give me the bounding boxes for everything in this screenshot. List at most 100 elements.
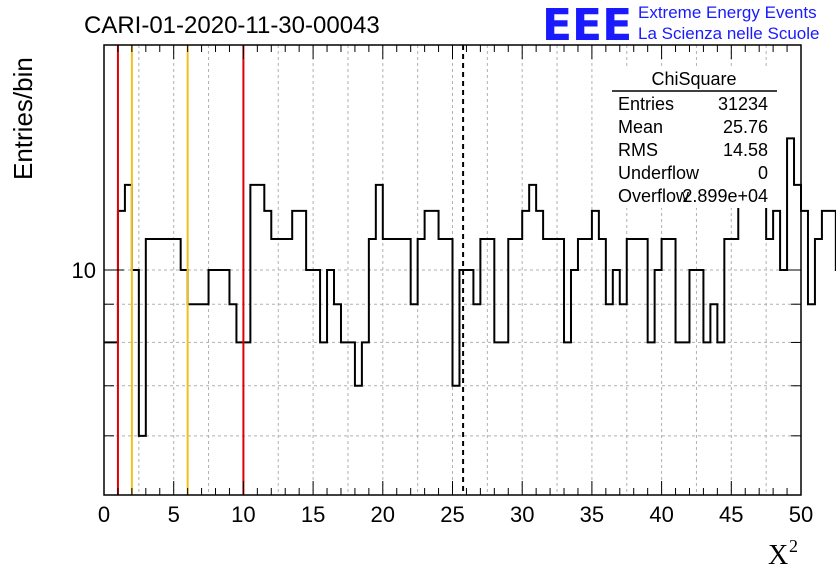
stats-value-mean: 25.76 xyxy=(723,117,768,137)
histogram-bin xyxy=(669,239,676,495)
stats-value-overflow: 2.899e+04 xyxy=(682,186,768,206)
reference-lines xyxy=(116,45,465,495)
histogram-bin xyxy=(480,239,487,495)
histogram-bin xyxy=(285,239,292,495)
histogram-bin xyxy=(550,239,557,495)
histogram-bin xyxy=(620,304,627,495)
histogram-bin xyxy=(592,211,599,495)
histogram-bin xyxy=(362,342,369,495)
stats-box-background xyxy=(610,66,778,208)
histogram-bin xyxy=(278,239,285,495)
histogram-bin xyxy=(118,211,125,495)
histogram-outline xyxy=(104,116,836,437)
histogram-bin xyxy=(627,239,634,495)
histogram-bin xyxy=(188,304,195,495)
stats-label-mean: Mean xyxy=(618,117,663,137)
y-axis-label: Entries/bin xyxy=(8,57,38,180)
x-axis-label-base: X xyxy=(768,540,788,571)
stats-label-overflow: Overflow xyxy=(618,186,690,206)
histogram-bin xyxy=(397,239,404,495)
histogram-bin xyxy=(250,185,257,495)
histogram-bin xyxy=(160,239,167,495)
stats-value-underflow: 0 xyxy=(758,163,768,183)
histogram-bin xyxy=(355,386,362,495)
histogram-bin xyxy=(648,342,655,495)
x-tick-label: 5 xyxy=(168,502,180,527)
histogram-bin xyxy=(564,342,571,495)
histogram-bin xyxy=(724,239,731,495)
histogram-bin xyxy=(334,304,341,495)
x-tick-label: 35 xyxy=(580,502,604,527)
histogram-bin xyxy=(662,239,669,495)
histogram-bin xyxy=(202,304,209,495)
histogram-bin xyxy=(717,342,724,495)
histogram-bin xyxy=(766,239,773,495)
histogram-bin xyxy=(494,342,501,495)
histogram-bin xyxy=(432,211,439,495)
histogram-bin xyxy=(292,211,299,495)
x-tick-label: 50 xyxy=(789,502,813,527)
stats-label-entries: Entries xyxy=(618,94,674,114)
histogram-bin xyxy=(411,304,418,495)
histogram-bin xyxy=(404,239,411,495)
histogram-bin xyxy=(167,239,174,495)
histogram-bin xyxy=(543,239,550,495)
x-axis-label: X 2 xyxy=(768,536,798,571)
histogram-bin xyxy=(822,211,829,495)
x-tick-label: 45 xyxy=(719,502,743,527)
histogram-bin xyxy=(243,342,250,495)
histogram-bin xyxy=(383,239,390,495)
stats-label-rms: RMS xyxy=(618,140,658,160)
histogram-bin xyxy=(236,342,243,495)
histogram-bin xyxy=(536,211,543,495)
brand-line-1: Extreme Energy Events xyxy=(638,3,817,22)
y-tick-label: 10 xyxy=(72,258,96,283)
histogram-bin xyxy=(446,239,453,495)
chart-title: CARI-01-2020-11-30-00043 xyxy=(84,12,380,39)
stats-title: ChiSquare xyxy=(651,69,736,89)
histogram-bin xyxy=(174,239,181,495)
histogram-bin xyxy=(773,211,780,495)
histogram-bin xyxy=(710,304,717,495)
histogram-bin xyxy=(634,239,641,495)
histogram-bin xyxy=(752,185,759,495)
x-axis-label-superscript: 2 xyxy=(789,536,798,556)
x-tick-label: 0 xyxy=(98,502,110,527)
histogram-bin xyxy=(487,239,494,495)
histogram-bin xyxy=(257,185,264,495)
histogram-bin xyxy=(815,239,822,495)
histogram-bin xyxy=(606,304,613,495)
histogram-bin xyxy=(264,211,271,495)
histogram-bin xyxy=(787,138,794,495)
histogram-bin xyxy=(599,239,606,495)
stats-value-entries: 31234 xyxy=(718,94,768,114)
histogram-bin xyxy=(508,239,515,495)
histogram-bin xyxy=(473,304,480,495)
histogram-bin xyxy=(557,239,564,495)
histogram-bin xyxy=(759,185,766,495)
histogram-bin xyxy=(125,185,132,495)
histogram-bin xyxy=(425,211,432,495)
histogram-bin xyxy=(320,342,327,495)
histogram-bin xyxy=(418,239,425,495)
histogram-bin xyxy=(641,239,648,495)
histogram-bin xyxy=(829,211,836,495)
x-tick-label: 15 xyxy=(301,502,325,527)
histogram-bin xyxy=(376,185,383,495)
histogram-bin xyxy=(578,239,585,495)
histogram-bin xyxy=(515,239,522,495)
brand-line-2: La Scienza nelle Scuole xyxy=(638,24,819,43)
x-tick-label: 20 xyxy=(371,502,395,527)
histogram-bin xyxy=(522,211,529,495)
brand-block: EEE Extreme Energy Events La Scienza nel… xyxy=(542,0,819,51)
histogram-bin xyxy=(390,239,397,495)
histogram-bin xyxy=(501,342,508,495)
histogram-bin xyxy=(683,342,690,495)
x-tick-label: 25 xyxy=(440,502,464,527)
axis-tick-labels: 0 5 10 15 20 25 30 35 40 45 50 10 xyxy=(72,258,814,527)
stats-value-rms: 14.58 xyxy=(723,140,768,160)
histogram-bin xyxy=(676,342,683,495)
histogram-bin xyxy=(703,342,710,495)
histogram-bin xyxy=(341,342,348,495)
histogram-bin xyxy=(348,342,355,495)
